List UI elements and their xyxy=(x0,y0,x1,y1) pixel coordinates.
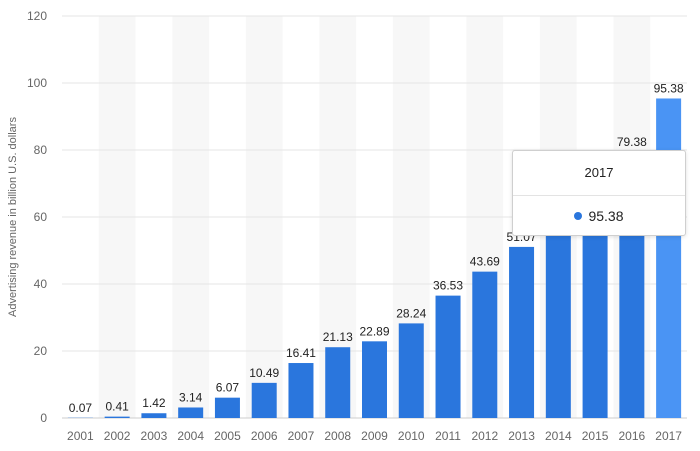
bar-2012[interactable] xyxy=(472,271,498,418)
x-tick-label-2015: 2015 xyxy=(582,429,609,443)
bar-2008[interactable] xyxy=(325,347,351,418)
x-tick-label-2016: 2016 xyxy=(619,429,646,443)
bar-2004[interactable] xyxy=(178,407,204,418)
series-dot-icon xyxy=(574,212,583,221)
tooltip-value: 95.38 xyxy=(588,208,624,224)
data-label-2009: 22.89 xyxy=(359,324,389,338)
data-label-2006: 10.49 xyxy=(249,366,279,380)
y-tick-label: 100 xyxy=(27,76,47,90)
x-tick-label-2007: 2007 xyxy=(288,429,315,443)
bar-2013[interactable] xyxy=(509,246,535,418)
bar-2006[interactable] xyxy=(251,382,277,418)
data-label-2010: 28.24 xyxy=(396,306,426,320)
data-label-2007: 16.41 xyxy=(286,346,316,360)
x-tick-label-2014: 2014 xyxy=(545,429,572,443)
y-tick-label: 0 xyxy=(40,411,47,425)
x-tick-label-2013: 2013 xyxy=(508,429,535,443)
x-tick-label-2001: 2001 xyxy=(67,429,94,443)
x-tick-label-2003: 2003 xyxy=(141,429,168,443)
x-tick-label-2002: 2002 xyxy=(104,429,131,443)
x-tick-label-2009: 2009 xyxy=(361,429,388,443)
data-label-2002: 0.41 xyxy=(105,400,129,414)
y-axis-title: Advertising revenue in billion U.S. doll… xyxy=(7,117,19,317)
data-label-2001: 0.07 xyxy=(69,401,93,415)
y-tick-label: 120 xyxy=(27,9,47,23)
bar-2011[interactable] xyxy=(435,295,461,418)
y-tick-label: 80 xyxy=(34,143,48,157)
x-axis-ticks: 2001 2002 2003 2004 2005 2006 2007 2008 2009 2010… xyxy=(67,429,682,443)
bar-2005[interactable] xyxy=(214,397,240,418)
tooltip-title: 2017 xyxy=(513,151,685,196)
x-tick-label-2017: 2017 xyxy=(655,429,682,443)
y-tick-label: 60 xyxy=(34,210,48,224)
y-tick-label: 40 xyxy=(34,277,48,291)
data-label-2008: 21.13 xyxy=(323,330,353,344)
bar-2014[interactable] xyxy=(545,218,571,418)
bar-2009[interactable] xyxy=(362,341,387,418)
x-tick-label-2012: 2012 xyxy=(471,429,498,443)
bars xyxy=(67,98,682,419)
data-label-2003: 1.42 xyxy=(142,396,166,410)
data-label-2016: 79.38 xyxy=(617,135,647,149)
bar-2017[interactable] xyxy=(656,98,682,419)
x-tick-label-2008: 2008 xyxy=(324,429,351,443)
y-axis-ticks: 0 20 40 60 80 100 120 xyxy=(27,9,47,425)
x-tick-label-2010: 2010 xyxy=(398,429,425,443)
data-label-2011: 36.53 xyxy=(433,279,463,293)
tooltip: 2017 95.38 xyxy=(512,150,686,236)
bar-2007[interactable] xyxy=(288,363,314,418)
x-tick-label-2006: 2006 xyxy=(251,429,278,443)
bar-2010[interactable] xyxy=(398,323,424,418)
y-tick-label: 20 xyxy=(34,344,48,358)
x-tick-label-2011: 2011 xyxy=(435,429,461,443)
bar-2003[interactable] xyxy=(141,413,167,418)
data-label-2005: 6.07 xyxy=(216,381,240,395)
data-label-2012: 43.69 xyxy=(470,255,500,269)
tooltip-row: 95.38 xyxy=(513,196,685,236)
x-tick-label-2004: 2004 xyxy=(177,429,204,443)
x-tick-label-2005: 2005 xyxy=(214,429,241,443)
data-label-2017: 95.38 xyxy=(654,81,684,95)
data-labels: 0.07 0.41 1.42 3.14 6.07 10.49 16.41 21.13 22.89… xyxy=(69,81,684,414)
bar-2002[interactable] xyxy=(104,416,130,418)
data-label-2004: 3.14 xyxy=(179,390,203,404)
